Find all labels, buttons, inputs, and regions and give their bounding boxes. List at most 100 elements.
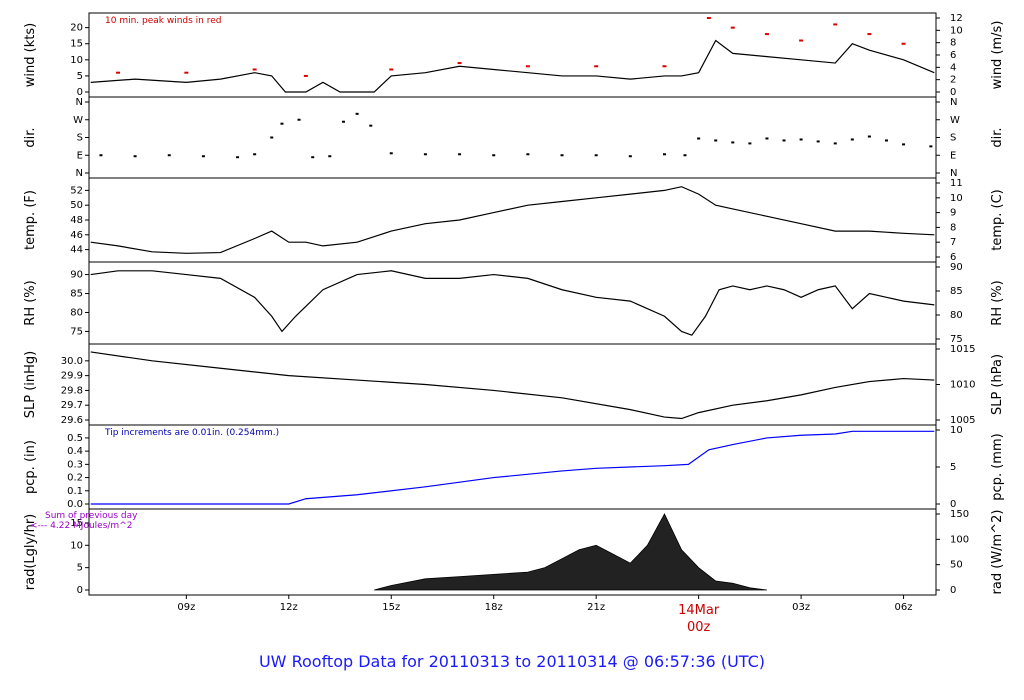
direction-point xyxy=(389,152,393,155)
right-tick-label: 80 xyxy=(950,310,963,321)
left-tick-label: N xyxy=(76,97,83,108)
direction-point xyxy=(867,135,871,138)
left-axis-label: pcp. (in) xyxy=(23,440,38,494)
left-tick-label: 44 xyxy=(70,245,83,256)
panel-frame xyxy=(88,96,937,179)
direction-point xyxy=(850,138,854,141)
left-tick-label: 30.0 xyxy=(61,356,83,367)
peak-wind-point xyxy=(525,65,530,68)
direction-point xyxy=(526,153,530,156)
right-axis-label: pcp. (mm) xyxy=(990,433,1005,500)
right-tick-label: 75 xyxy=(950,334,963,345)
left-tick-label: 5 xyxy=(77,71,83,82)
left-tick-label: 46 xyxy=(70,230,83,241)
direction-point xyxy=(355,112,359,115)
direction-point xyxy=(884,139,888,142)
series-line xyxy=(90,351,935,420)
left-tick-label: 0.3 xyxy=(67,459,83,470)
left-tick-label: 90 xyxy=(70,270,83,281)
series-line xyxy=(90,430,935,505)
direction-point xyxy=(782,139,786,142)
right-axis-label: rad (W/m^2) xyxy=(990,510,1005,595)
right-tick-label: 1015 xyxy=(950,344,975,355)
direction-point xyxy=(167,154,171,157)
right-tick-label: 0 xyxy=(950,87,956,98)
left-tick-label: 52 xyxy=(70,185,83,196)
direction-point xyxy=(270,136,274,139)
peak-wind-point xyxy=(303,74,308,77)
direction-point xyxy=(328,155,332,158)
panel-2: 44 46 48 50 52 6 7 8 9 10 11 temp. (F) temp. (C) xyxy=(23,177,1005,263)
left-axis-label: rad(Lgly/hr) xyxy=(23,514,38,590)
right-tick-label: 6 xyxy=(950,252,956,263)
panel-annotation: Tip increments are 0.01in. (0.254mm.) xyxy=(104,428,279,438)
left-tick-label: 29.9 xyxy=(61,371,83,382)
right-tick-label: 90 xyxy=(950,262,963,273)
direction-point xyxy=(133,155,137,158)
direction-point xyxy=(253,153,257,156)
peak-wind-point xyxy=(389,68,394,71)
direction-point xyxy=(280,122,284,125)
direction-point xyxy=(236,156,240,159)
x-tick-label: 21z xyxy=(587,602,605,613)
direction-point xyxy=(929,145,933,148)
right-tick-label: 100 xyxy=(950,534,969,545)
right-tick-label: 6 xyxy=(950,50,956,61)
direction-point xyxy=(833,142,837,145)
direction-point xyxy=(628,155,632,158)
left-tick-label: S xyxy=(77,133,83,144)
right-tick-label: W xyxy=(950,115,960,126)
peak-wind-point xyxy=(706,17,711,19)
left-tick-label: 29.8 xyxy=(61,385,83,396)
direction-point xyxy=(662,153,666,156)
left-tick-label: 80 xyxy=(70,307,83,318)
direction-point xyxy=(492,154,496,157)
left-tick-label: 5 xyxy=(77,563,83,574)
left-tick-label: 29.7 xyxy=(61,400,83,411)
radiation-note: Sum of previous day xyxy=(45,511,138,521)
left-tick-label: 50 xyxy=(70,200,83,211)
direction-point xyxy=(458,153,462,156)
right-tick-label: 10 xyxy=(950,25,963,36)
direction-point xyxy=(99,154,103,157)
x-tick-label: 18z xyxy=(485,602,503,613)
direction-point xyxy=(683,154,687,157)
right-axis-label: RH (%) xyxy=(990,280,1005,325)
direction-point xyxy=(341,120,345,123)
direction-point xyxy=(799,138,803,141)
right-axis-label: temp. (C) xyxy=(990,189,1005,251)
panel-4: 29.6 29.7 29.8 29.9 30.0 1005 1010 1015 SLP (inH… xyxy=(23,343,1005,426)
right-tick-label: 10 xyxy=(950,425,963,436)
right-tick-label: 12 xyxy=(950,13,963,24)
series-line xyxy=(90,186,935,254)
x-tick-label: 15z xyxy=(382,602,400,613)
direction-point xyxy=(714,139,718,142)
left-tick-label: W xyxy=(73,115,83,126)
left-tick-label: 0.1 xyxy=(67,486,83,497)
direction-point xyxy=(311,156,315,159)
left-tick-label: 85 xyxy=(70,289,83,300)
direction-point xyxy=(748,142,752,145)
direction-point xyxy=(560,154,564,157)
day-marker-time: 00z xyxy=(687,620,711,635)
peak-wind-point xyxy=(730,26,735,29)
right-tick-label: N xyxy=(950,168,957,179)
right-tick-label: 10 xyxy=(950,193,963,204)
x-tick-label: 12z xyxy=(280,602,298,613)
right-axis-label: dir. xyxy=(990,127,1005,147)
direction-point xyxy=(423,153,427,156)
direction-point xyxy=(297,118,301,121)
day-marker-date: 14Mar xyxy=(678,603,720,618)
left-tick-label: 0.5 xyxy=(67,433,83,444)
right-tick-label: 50 xyxy=(950,560,963,571)
left-tick-label: 29.6 xyxy=(61,415,83,426)
direction-point xyxy=(201,155,205,158)
left-tick-label: 0.2 xyxy=(67,473,83,484)
right-axis-label: wind (m/s) xyxy=(990,21,1005,90)
right-tick-label: N xyxy=(950,97,957,108)
direction-point xyxy=(731,141,735,144)
chart-title: UW Rooftop Data for 20110313 to 20110314… xyxy=(258,652,766,671)
direction-point xyxy=(816,140,820,143)
